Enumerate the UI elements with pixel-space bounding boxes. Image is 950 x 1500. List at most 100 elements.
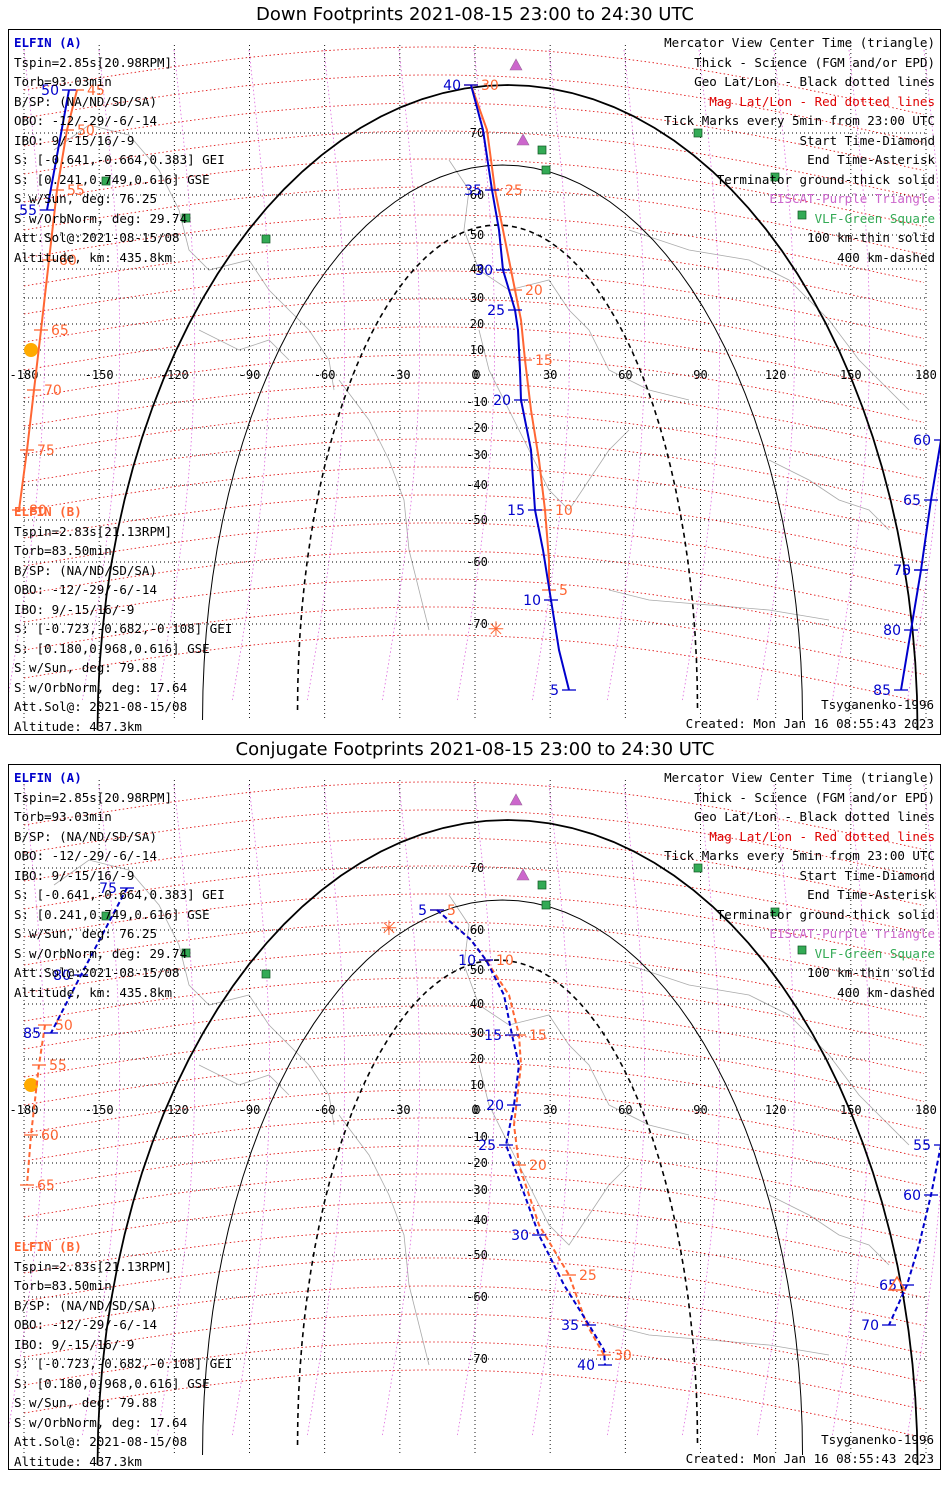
mag-lat-line [23, 1313, 925, 1382]
elfin-b-left-tick-label: 50 [77, 123, 95, 139]
mag-lat-line [23, 634, 925, 703]
lon-label: 150 [840, 1103, 862, 1117]
elfin-b-down-tick-label: 10 [555, 503, 573, 519]
elfin-b-down-tick-label: 30 [481, 78, 499, 94]
elfin-a-ibo: IBO: 9/-15/16/-9 [14, 132, 135, 148]
elfin-b-conj-tick-label: 15 [529, 1028, 547, 1044]
elfin-b-orbnorm: S w/OrbNorm, deg: 17.64 [14, 679, 188, 695]
elfin-a-gse: S: [0.241,0.749,0.616] GSE [14, 171, 210, 187]
vlf-square [261, 969, 271, 979]
mag-lat-line [23, 1033, 925, 1102]
coastline-3 [478, 1064, 630, 1246]
legend-400km: 400 km-dashed [837, 984, 935, 1000]
mag-lon-line [907, 784, 940, 1436]
elfin-a-bsp: B/SP: (NA/ND/SD/SA) [14, 828, 157, 844]
legend-start: Start Time-Diamond [799, 867, 935, 883]
elfin-a-left-tick-label: 75 [99, 881, 117, 897]
elfin-a-orbnorm: S w/OrbNorm, deg: 29.74 [14, 945, 188, 961]
mag-lon-line [307, 49, 346, 701]
mag-lat-line [23, 438, 925, 507]
elfin-a-left-tick-label: 55 [19, 203, 37, 219]
mag-lon-line [232, 784, 271, 1436]
elfin-a-info: ELFIN (A) Tspin=2.85s[20.98RPM] Torb=93.… [14, 768, 225, 1002]
elfin-b-down-tick-label: 20 [525, 283, 543, 299]
mag-lon-line [532, 784, 571, 1436]
lat-label: -60 [466, 1290, 488, 1304]
elfin-b-torb: Torb=83.50min [14, 1278, 112, 1293]
lat-label: -40 [466, 1213, 488, 1227]
mag-lat-line [23, 578, 925, 647]
vlf-square [541, 900, 551, 910]
mag-lon-line [82, 784, 121, 1436]
elfin-b-tspin: Tspin=2.83s[21.13RPM] [14, 1258, 173, 1274]
vlf-square [693, 863, 703, 873]
coastline-5 [768, 459, 890, 531]
elfin-a-left-tick-label: 85 [23, 1026, 41, 1042]
lat-label: -50 [466, 513, 488, 527]
mag-lat-line [23, 46, 925, 115]
map-legend: Mercator View Center Time (triangle) Thi… [664, 33, 935, 267]
vlf-square [797, 210, 807, 220]
terminator-400km [296, 959, 699, 1446]
mag-lat-line [23, 1341, 925, 1410]
lat-label: 10 [470, 343, 484, 357]
elfin-b-conj-track [436, 909, 605, 1356]
legend-100km: 100 km-thin solid [807, 965, 935, 980]
legend-vlf: VLF-Green Square [814, 210, 935, 226]
mag-lat-line [23, 410, 925, 479]
elfin-a-obo: OBO: -12/-29/-6/-14 [14, 848, 157, 863]
elfin-a-conj-tick-label: 35 [561, 1318, 579, 1334]
mag-lat-line [23, 1145, 925, 1214]
elfin-b-header: ELFIN (B) [14, 1239, 82, 1254]
mag-lat-line [23, 1089, 925, 1158]
mag-lat-line [23, 1201, 925, 1270]
mag-lon-line [382, 784, 421, 1436]
elfin-a-conj-tick-label: 40 [577, 1358, 595, 1374]
elfin-a-gei: S: [-0.641,-0.664,0.383] GEI [14, 152, 225, 167]
elfin-a-attsol: Att.Sol@:2021-08-15/08 [14, 965, 180, 980]
vlf-square [101, 176, 111, 186]
elfin-b-torb: Torb=83.50min [14, 543, 112, 558]
lat-label: 10 [470, 1078, 484, 1092]
vlf-square [770, 172, 780, 182]
elfin-b-conj-tick-label: 10 [496, 953, 514, 969]
elfin-b-conj-tick-label: 5 [447, 903, 456, 919]
mag-lon-line [757, 784, 796, 1436]
lon-label: 60 [618, 368, 632, 382]
mag-lat-line [23, 949, 925, 1018]
elfin-a-down-tick-label: 35 [464, 183, 482, 199]
elfin-a-header: ELFIN (A) [14, 770, 82, 785]
elfin-b-conj-tick-label: 30 [614, 1348, 632, 1364]
coastline-6 [198, 1064, 290, 1096]
elfin-a-tspin: Tspin=2.85s[20.98RPM] [14, 54, 173, 70]
elfin-a-orbnorm: S w/OrbNorm, deg: 29.74 [14, 210, 188, 226]
vlf-square [541, 165, 551, 175]
legend-thick: Thick - Science (FGM and/or EPD) [694, 789, 935, 805]
down-title: Down Footprints 2021-08-15 23:00 to 24:3… [256, 4, 694, 25]
elfin-a-sun: S w/Sun, deg: 76.25 [14, 191, 157, 206]
legend-end: End Time-Asterisk [807, 152, 935, 167]
mag-lat-line [23, 186, 925, 255]
legend-thick: Thick - Science (FGM and/or EPD) [694, 54, 935, 70]
elfin-b-left-tick-label: 45 [87, 83, 105, 99]
elfin-b-conj-tick-label: 25 [579, 1268, 597, 1284]
coastline-7 [608, 589, 830, 621]
mag-lon-line [607, 784, 646, 1436]
elfin-a-right-tick-label: 65 [903, 493, 921, 509]
eiscat-triangle [509, 58, 523, 71]
sun-icon [24, 1078, 38, 1092]
legend-terminator: Terminator ground-thick solid [716, 906, 935, 922]
mag-lon-line [907, 49, 940, 701]
elfin-b-gei: S: [-0.723,-0.682,-0.108] GEI [14, 621, 233, 636]
lon-label: 120 [765, 368, 787, 382]
lat-label: 40 [470, 997, 484, 1011]
lon-label: -180 [10, 368, 39, 382]
lat-label: 0 [473, 368, 480, 382]
lon-label: 90 [693, 368, 707, 382]
elfin-a-down-tick-label: 25 [487, 303, 505, 319]
lat-label: 50 [470, 963, 484, 977]
elfin-a-right-tick-label: 85 [873, 683, 891, 699]
vlf-square [770, 907, 780, 917]
legend-eiscat: EISCAT-Purple Triangle [769, 926, 935, 941]
elfin-a-torb: Torb=93.03min [14, 809, 112, 824]
